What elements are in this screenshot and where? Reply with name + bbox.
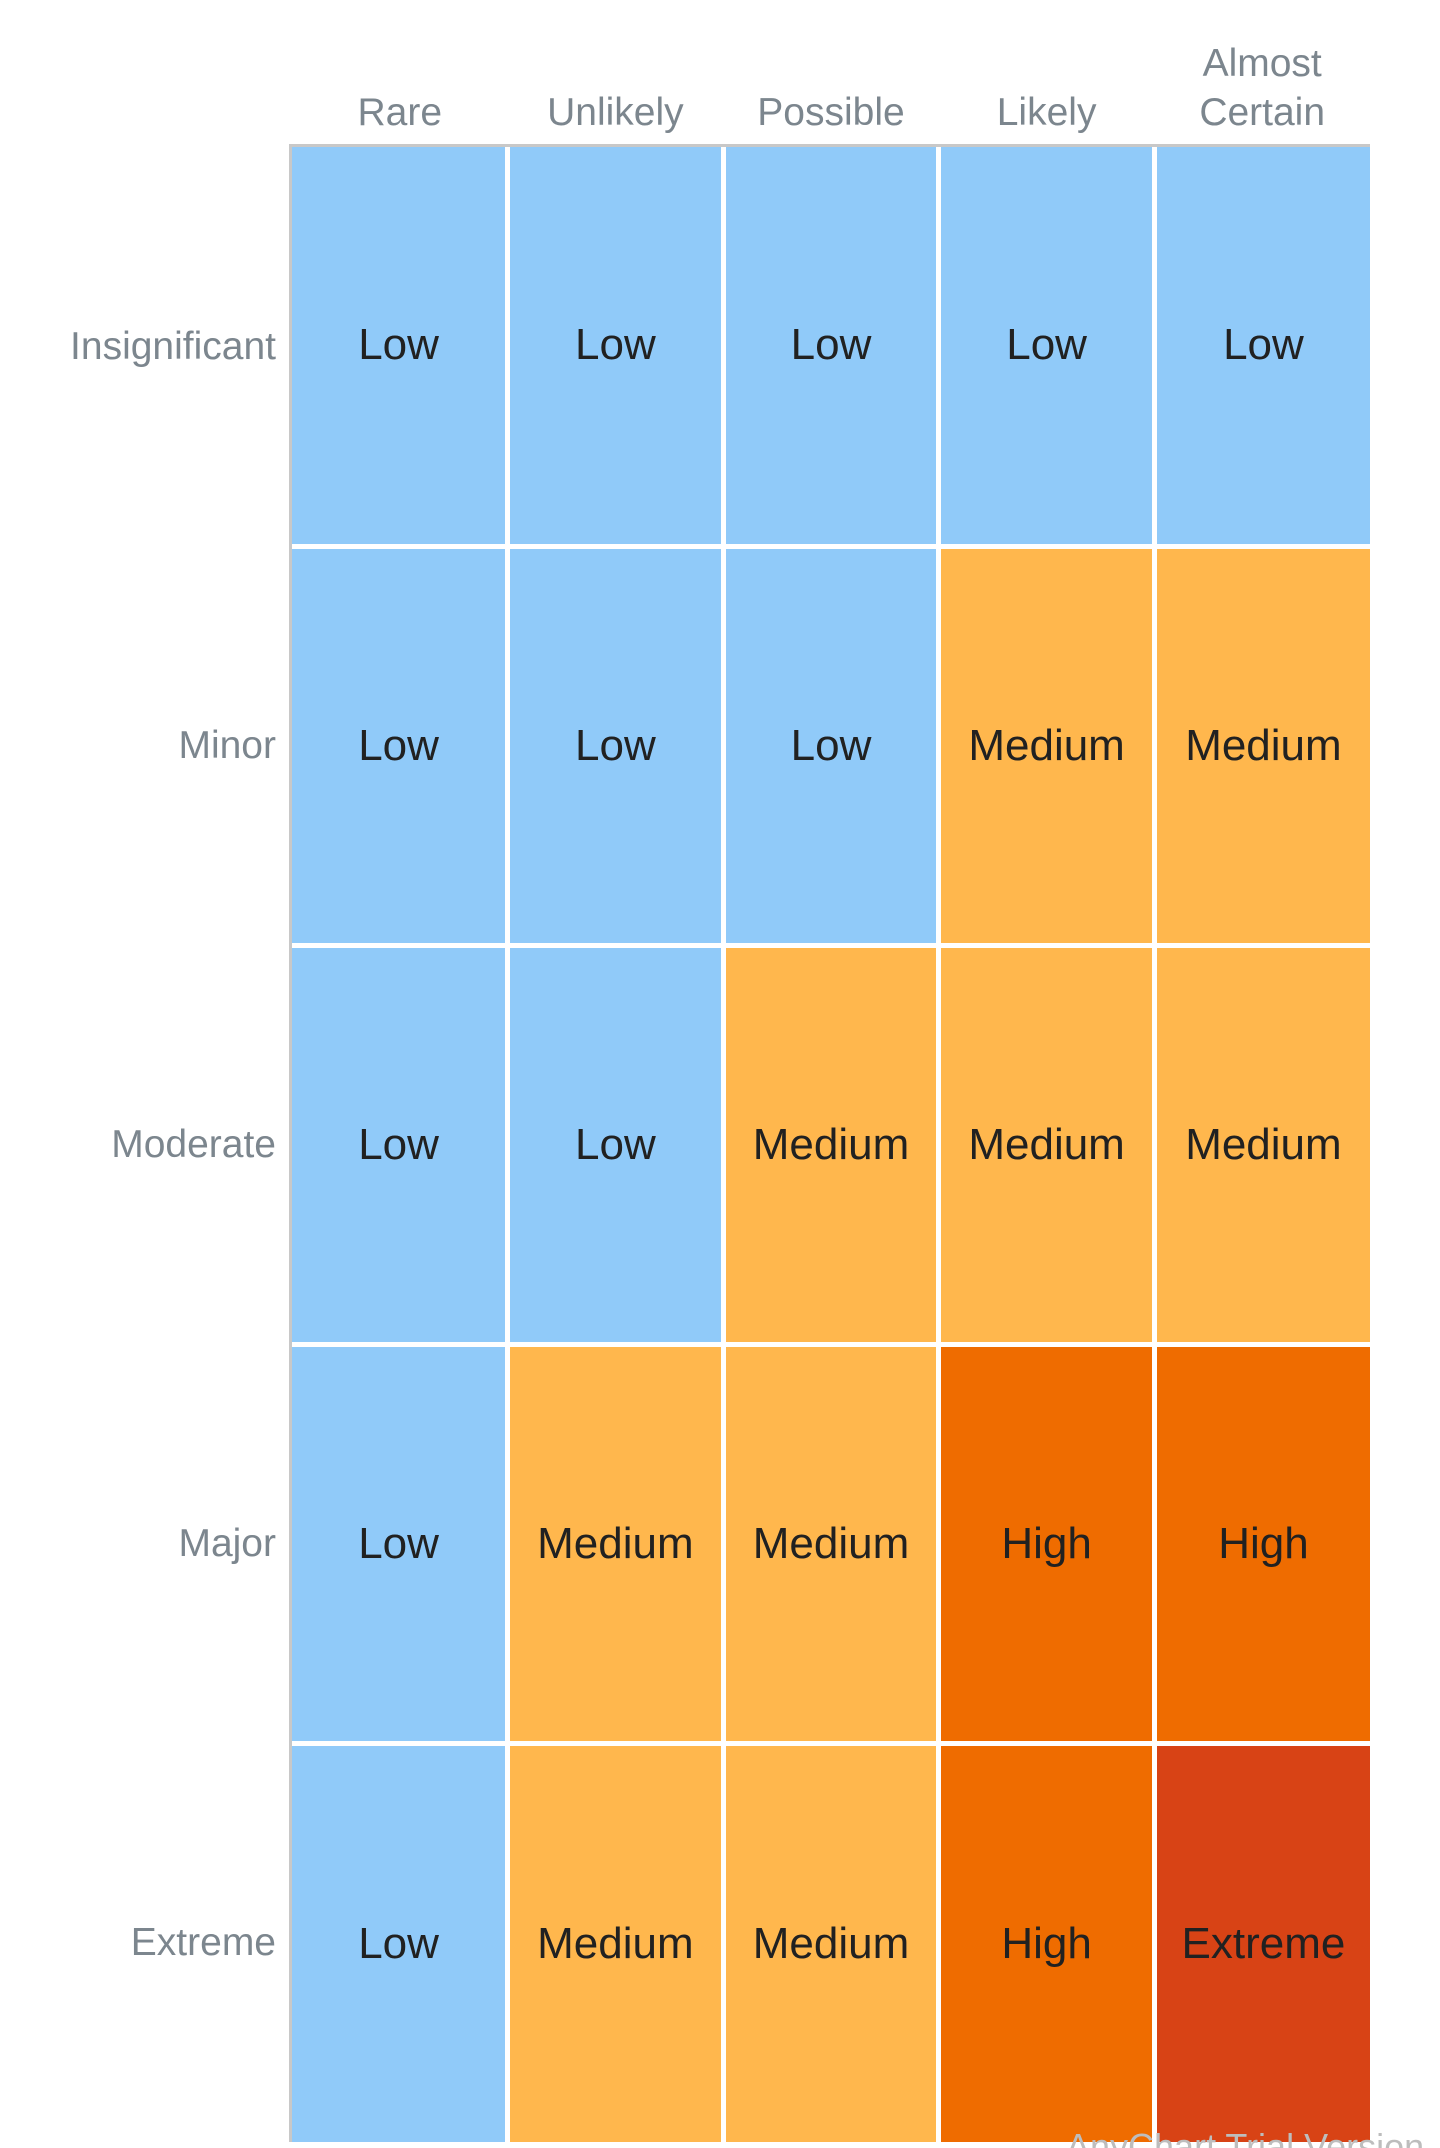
heatmap-cell: Low [292, 1346, 506, 1741]
heatmap-cell: Low [292, 947, 506, 1342]
y-tick-label: Minor [178, 723, 276, 767]
heatmap-cell: Low [941, 147, 1152, 544]
heatmap-cell: Medium [1156, 947, 1370, 1342]
y-tick-label: Moderate [111, 1122, 276, 1166]
heatmap-cell: Low [510, 147, 721, 544]
x-tick-label: Unlikely [547, 91, 684, 134]
x-tick-label: Possible [757, 91, 905, 134]
heatmap-cell: Low [510, 548, 721, 943]
heatmap-cell: Low [725, 548, 937, 943]
heatmap-cell: High [941, 1346, 1152, 1741]
watermark: AnyChart Trial Version [1066, 2126, 1425, 2148]
heatmap-cell: Medium [725, 1745, 937, 2142]
heatmap-cell: Medium [510, 1346, 721, 1741]
heatmap-cell: Medium [941, 947, 1152, 1342]
heatmap-cell: Low [292, 147, 506, 544]
heatmap-cell: Low [292, 1745, 506, 2142]
heatmap-cell: Medium [1156, 548, 1370, 943]
y-tick-label: Major [178, 1521, 276, 1565]
heatmap-cell: Extreme [1156, 1745, 1370, 2142]
heatmap-cell: Medium [510, 1745, 721, 2142]
x-tick-label: Rare [357, 91, 443, 134]
heatmap-cell: High [1156, 1346, 1370, 1741]
x-tick-label: Likely [996, 91, 1097, 134]
y-tick-label: Extreme [130, 1920, 276, 1964]
y-axis-line [289, 144, 292, 2142]
heatmap-cell: Low [510, 947, 721, 1342]
heatmap-cell: Medium [725, 947, 937, 1342]
x-tick-label: Almost Certain [1199, 42, 1326, 134]
heatmap-cell: Low [1156, 147, 1370, 544]
heatmap-cell: Medium [941, 548, 1152, 943]
heatmap-cell: High [941, 1745, 1152, 2142]
heatmap-cell: Low [725, 147, 937, 544]
x-axis-line [290, 144, 1370, 147]
y-tick-label: Insignificant [70, 324, 276, 368]
heatmap-cell: Low [292, 548, 506, 943]
heatmap-cell: Medium [725, 1346, 937, 1741]
